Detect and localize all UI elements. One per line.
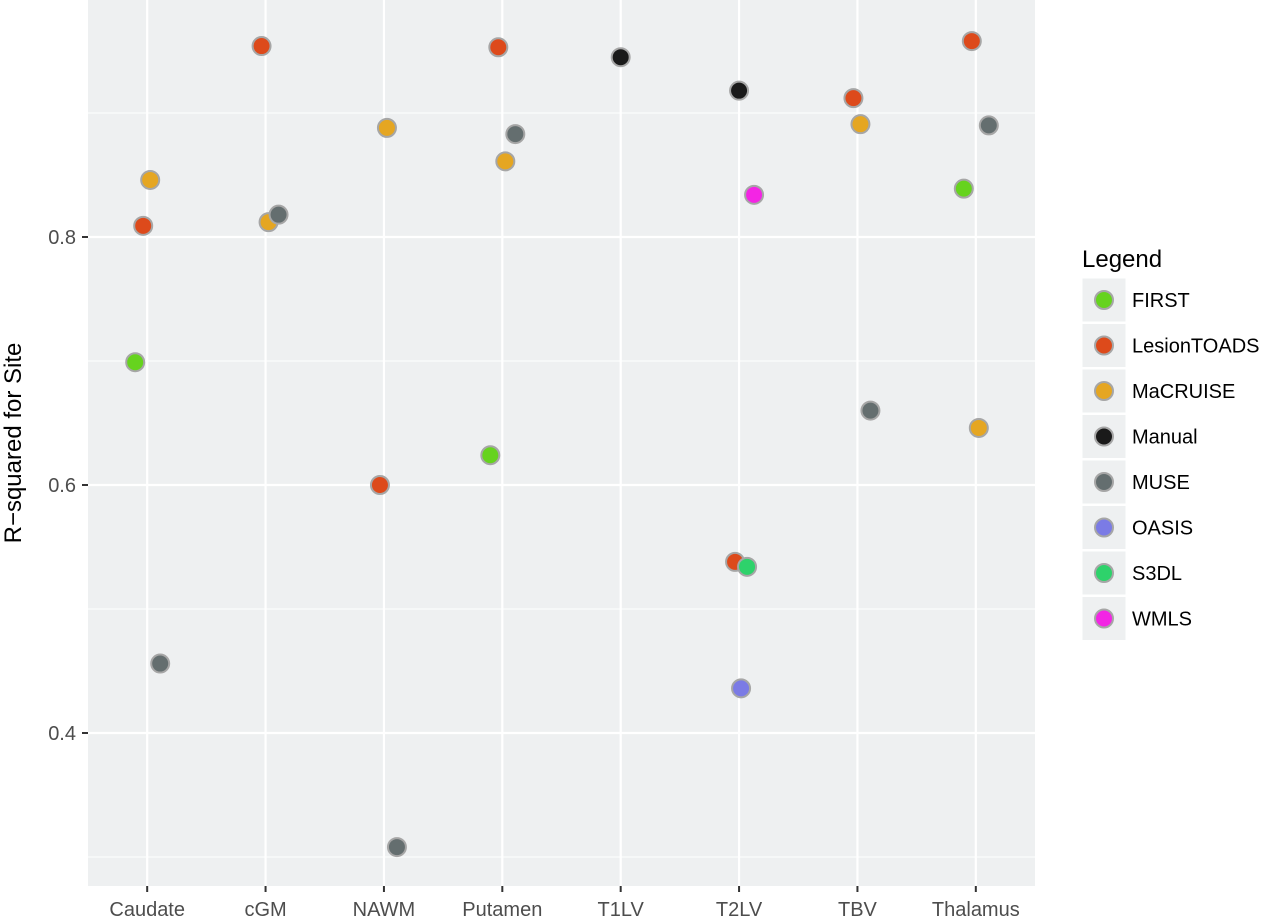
legend-label: OASIS	[1132, 518, 1193, 540]
x-tick-label: cGM	[244, 899, 286, 919]
data-point	[505, 124, 526, 145]
data-point	[480, 445, 501, 466]
legend-key	[1081, 414, 1127, 459]
legend-title: Legend	[1082, 246, 1162, 273]
legend-marker	[1094, 335, 1114, 356]
data-point	[737, 556, 758, 577]
legend-label: WMLS	[1132, 609, 1192, 631]
legend-marker	[1094, 472, 1114, 492]
grid-major	[88, 0, 1035, 886]
data-point	[978, 115, 999, 136]
y-tick-label: 0.8	[48, 227, 76, 249]
data-point	[731, 678, 752, 699]
data-point	[369, 475, 390, 495]
legend-label: FIRST	[1132, 290, 1190, 312]
data-point	[968, 417, 989, 438]
data-point	[268, 204, 289, 225]
data-point	[610, 47, 631, 68]
legend-marker	[1094, 290, 1114, 310]
data-point	[843, 88, 864, 109]
data-point	[860, 400, 881, 421]
x-tick-label: Thalamus	[932, 899, 1020, 919]
x-tick-label: T1LV	[598, 899, 645, 919]
data-point	[251, 36, 272, 57]
data-point	[386, 837, 407, 858]
plot-panel	[88, 0, 1035, 886]
data-point	[850, 114, 871, 135]
legend-key	[1081, 596, 1127, 641]
legend-marker	[1094, 608, 1114, 629]
legend-label: LesionTOADS	[1132, 336, 1259, 358]
legend-label: MaCRUISE	[1132, 381, 1235, 403]
legend-marker	[1094, 563, 1114, 583]
data-point	[133, 215, 154, 236]
data-point	[729, 80, 750, 101]
legend-label: S3DL	[1132, 563, 1182, 585]
y-tick-label: 0.6	[48, 475, 76, 497]
data-points	[125, 31, 999, 858]
legend-label: MUSE	[1132, 472, 1190, 494]
x-tick-label: NAWM	[353, 899, 416, 919]
data-point	[953, 178, 974, 199]
data-point	[488, 37, 509, 58]
legend-key	[1081, 323, 1127, 368]
x-tick-label: TBV	[838, 899, 878, 919]
x-tick-label: T2LV	[716, 899, 763, 919]
axes: 0.4 0.6 0.8 Caudate cGM NAWM Putamen T1LV T2LV TB…	[48, 227, 1020, 919]
x-tick-label: Caudate	[109, 899, 185, 919]
data-point	[495, 151, 516, 172]
data-point	[140, 169, 161, 190]
legend-marker	[1094, 517, 1114, 538]
legend-label: Manual	[1132, 427, 1198, 449]
data-point	[150, 653, 171, 674]
x-tick-label: Putamen	[462, 899, 542, 919]
y-tick-label: 0.4	[48, 723, 76, 745]
legend-marker	[1094, 426, 1114, 447]
data-point	[376, 117, 397, 138]
grid-minor	[88, 112, 1035, 858]
y-axis-title: R−squared for Site	[0, 343, 27, 544]
data-point	[125, 352, 146, 373]
data-point	[744, 184, 765, 205]
legend: Legend FIRST LesionTOADS MaCRUISE Manual MUSE…	[1081, 246, 1259, 641]
data-point	[961, 31, 982, 52]
legend-marker	[1094, 381, 1114, 401]
